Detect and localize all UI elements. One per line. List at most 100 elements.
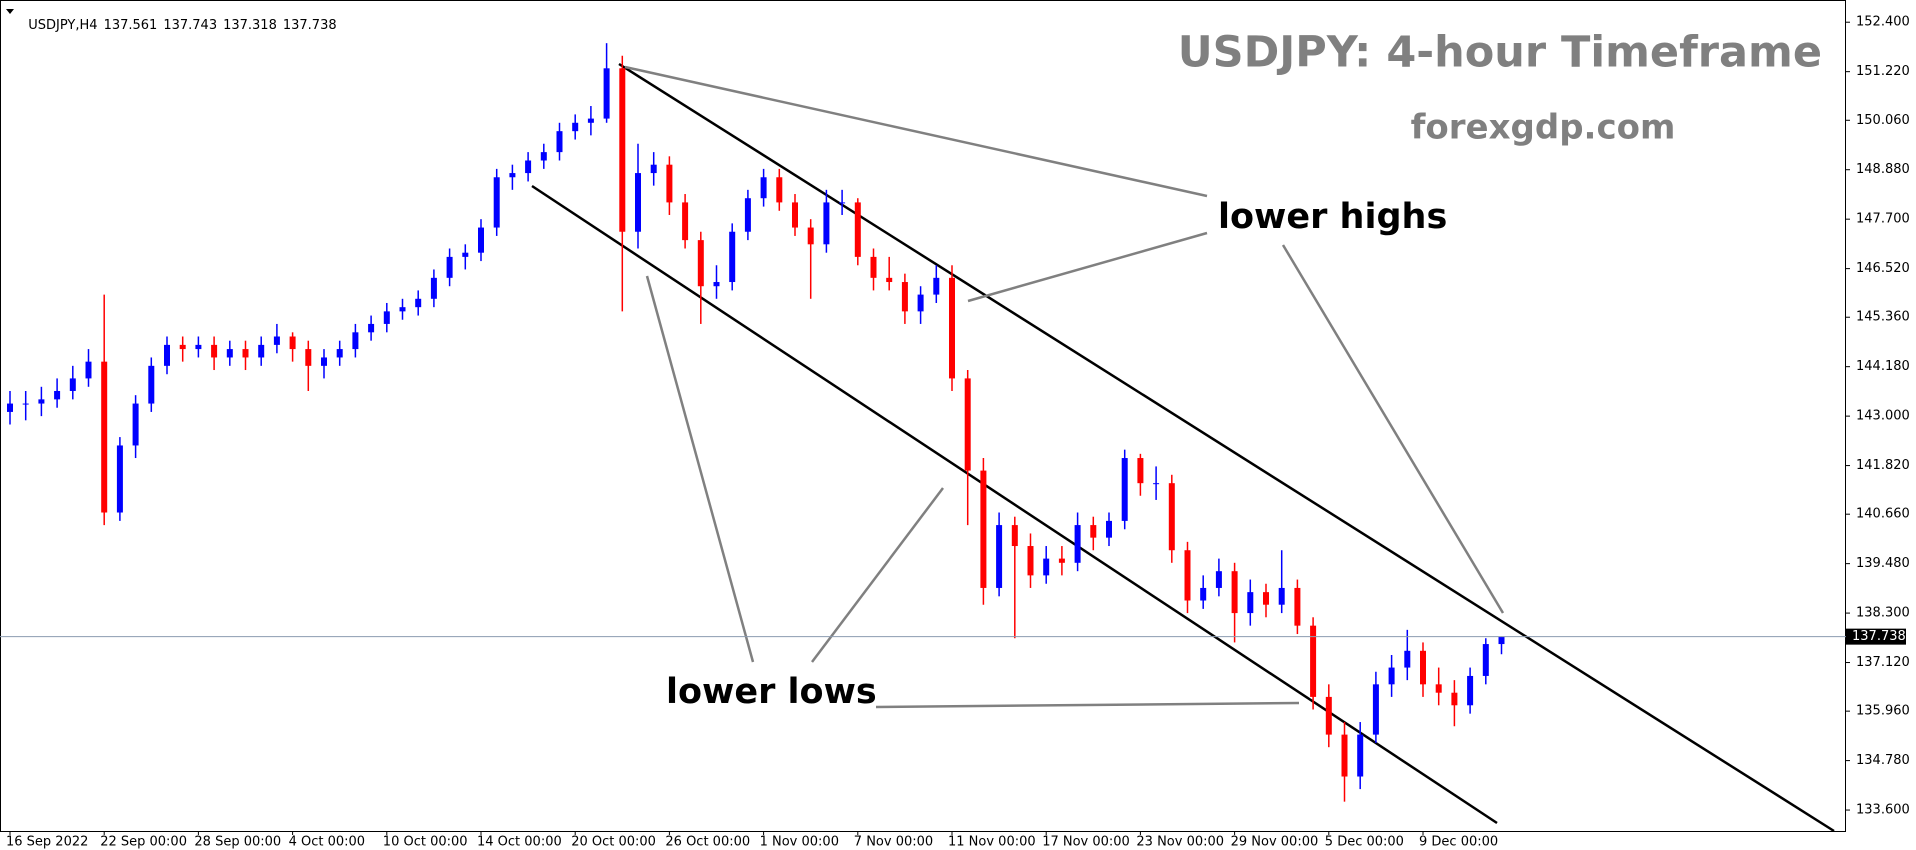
- y-tick-label: 146.520: [1856, 261, 1910, 276]
- x-tick-label: 17 Nov 00:00: [1042, 835, 1130, 850]
- y-tick-label: 137.120: [1856, 655, 1910, 670]
- x-tick-label: 9 Dec 00:00: [1419, 835, 1498, 850]
- candle-body: [823, 202, 830, 245]
- candle-body: [697, 240, 704, 287]
- current-price-box: [1846, 628, 1906, 645]
- x-tick-label: 4 Oct 00:00: [289, 835, 365, 850]
- x-tick-label: 14 Oct 00:00: [477, 835, 562, 850]
- upper-channel-line: [618, 62, 1835, 833]
- x-tick-label: 20 Oct 00:00: [571, 835, 656, 850]
- candle-body: [1184, 550, 1191, 601]
- candle-body: [744, 198, 751, 232]
- candle-body: [980, 470, 987, 588]
- candle-body: [1357, 734, 1364, 777]
- candle-body: [478, 227, 484, 253]
- lower-channel-line: [531, 184, 1498, 825]
- x-tick-label: 23 Nov 00:00: [1136, 835, 1224, 850]
- candle-body: [1341, 734, 1348, 777]
- candle-body: [540, 152, 547, 161]
- candle-body: [1498, 636, 1505, 645]
- candle-body: [713, 282, 720, 287]
- chart-title: USDJPY: 4-hour Timeframe: [1178, 28, 1822, 78]
- x-tick-label: 16 Sep 2022: [6, 835, 88, 850]
- menu-icon[interactable]: [6, 9, 14, 14]
- candle-body: [1467, 675, 1474, 706]
- candle-body: [1121, 458, 1128, 521]
- pointer-line: [645, 275, 755, 663]
- candle-body: [760, 177, 767, 199]
- candle-body: [7, 403, 13, 412]
- pointer-line: [811, 487, 944, 663]
- x-tick-label: 22 Sep 00:00: [100, 835, 187, 850]
- candle-body: [399, 307, 406, 312]
- candle-body: [635, 173, 641, 232]
- low-value: 137.318: [223, 18, 277, 33]
- candle-body: [493, 177, 500, 228]
- candle-body: [1231, 571, 1238, 614]
- candle-body: [273, 336, 280, 345]
- candle-body: [1451, 692, 1458, 706]
- candle-body: [854, 202, 861, 257]
- y-tick-label: 143.000: [1856, 409, 1910, 424]
- candles: [7, 43, 1505, 802]
- x-tick-label: 7 Nov 00:00: [854, 835, 933, 850]
- candle-body: [807, 227, 814, 245]
- candle-body: [1482, 644, 1489, 676]
- candle-body: [1325, 696, 1332, 735]
- candle-body: [1263, 592, 1269, 605]
- high-value: 137.743: [163, 18, 218, 33]
- candle-body: [1420, 650, 1426, 685]
- candle-body: [886, 277, 893, 283]
- candle-body: [1372, 684, 1379, 735]
- candle-body: [1058, 558, 1065, 563]
- candle-body: [776, 177, 783, 203]
- candle-body: [383, 311, 390, 324]
- candle-body: [54, 390, 61, 400]
- plot-border: [0, 0, 1846, 832]
- candle-body: [195, 344, 202, 350]
- close-value: 137.738: [282, 18, 337, 33]
- candle-body: [1247, 592, 1254, 614]
- candle-body: [69, 378, 76, 391]
- candle-body: [917, 294, 924, 312]
- candle-body: [226, 349, 233, 358]
- pointer-line: [967, 231, 1208, 303]
- pointer-line: [624, 65, 1208, 198]
- candle-body: [132, 403, 139, 446]
- annotation: lower highs: [1218, 197, 1447, 237]
- candle-body: [1215, 571, 1222, 588]
- candle-body: [556, 131, 563, 153]
- candle-body: [509, 173, 516, 178]
- candle-body: [321, 357, 327, 366]
- trend-lines: [531, 62, 1835, 833]
- candle-body: [839, 202, 846, 204]
- candle-body: [666, 164, 673, 203]
- candle-body: [1106, 520, 1112, 538]
- symbol: USDJPY,H4: [28, 18, 98, 33]
- candle-body: [368, 323, 375, 333]
- pointer-lines: [624, 65, 1505, 709]
- candle-body: [572, 122, 579, 132]
- candle-body: [1435, 684, 1442, 693]
- y-tick-label: 138.300: [1856, 606, 1910, 621]
- candle-body: [525, 160, 532, 174]
- candle-body: [1074, 525, 1081, 563]
- candle-body: [179, 344, 186, 350]
- candle-body: [1153, 483, 1160, 485]
- x-tick-label: 5 Dec 00:00: [1325, 835, 1404, 850]
- y-tick-label: 150.060: [1856, 113, 1910, 128]
- candle-body: [587, 118, 594, 123]
- candle-body: [650, 164, 657, 174]
- candle-body: [1137, 458, 1144, 484]
- candle-body: [729, 231, 736, 283]
- candle-body: [1011, 525, 1018, 547]
- candle-body: [1043, 558, 1050, 576]
- x-tick-label: 1 Nov 00:00: [760, 835, 839, 850]
- candle-body: [1168, 483, 1175, 551]
- annotation: lower lows: [666, 672, 877, 712]
- candle-body: [462, 252, 469, 257]
- candle-body: [901, 282, 908, 312]
- current-price-label: 137.738: [1852, 629, 1906, 644]
- candle-body: [996, 525, 1003, 588]
